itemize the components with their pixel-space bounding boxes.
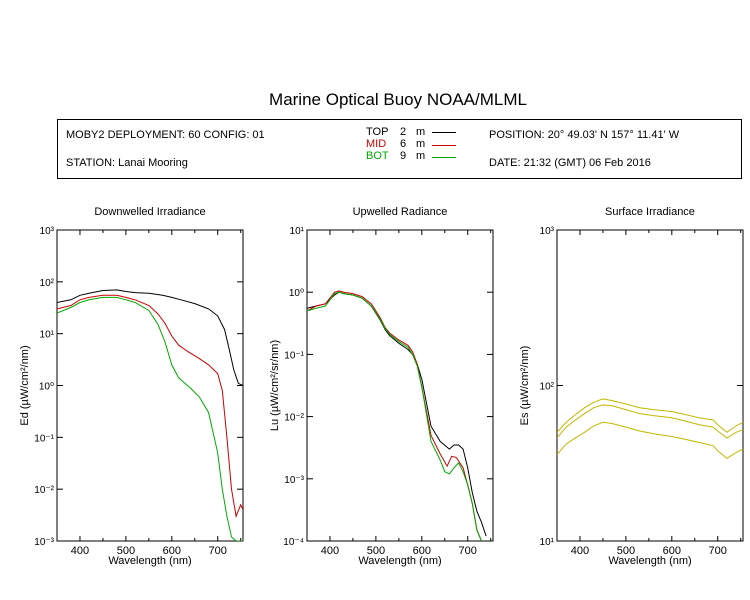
y-tick-label: 10¹ xyxy=(290,226,305,237)
y-tick-label: 10⁻¹ xyxy=(284,350,304,361)
series-line-mid xyxy=(307,290,482,541)
y-tick-label: 10⁻³ xyxy=(284,475,304,486)
station-text: STATION: Lanai Mooring xyxy=(66,157,188,169)
y-tick-label: 10³ xyxy=(540,226,555,237)
y-tick-label: 10⁻³ xyxy=(34,537,54,548)
legend-depth-mid: 6 xyxy=(400,138,407,150)
x-tick-label: 400 xyxy=(321,545,339,557)
x-tick-label: 600 xyxy=(413,545,431,557)
x-tick-label: 700 xyxy=(459,545,477,557)
y-tick-label: 10⁰ xyxy=(39,382,54,393)
plot-frame xyxy=(306,229,494,542)
series-line-es-3 xyxy=(557,421,743,460)
chart-title: Surface Irradiance xyxy=(605,206,695,218)
y-axis-label: Es (µW/cm²/nm) xyxy=(519,346,531,426)
series-line-top xyxy=(307,291,487,537)
x-axis-label: Wavelength (nm) xyxy=(358,555,441,567)
legend-line-top xyxy=(432,132,456,133)
legend-unit-top: m xyxy=(416,126,426,138)
legend-line-mid xyxy=(432,145,456,146)
y-tick-label: 10⁻² xyxy=(34,485,54,496)
x-tick-label: 500 xyxy=(117,545,135,557)
y-tick-label: 10⁻² xyxy=(284,413,304,424)
x-tick-label: 400 xyxy=(571,545,589,557)
series-line-bot xyxy=(57,296,243,541)
date-text: DATE: 21:32 (GMT) 06 Feb 2016 xyxy=(489,157,651,169)
y-tick-label: 10² xyxy=(540,382,555,393)
plot-frame xyxy=(556,229,744,542)
chart-1: Downwelled Irradiance 400 500 600 700 10⁻³ 10⁻… xyxy=(19,206,244,567)
legend-depth-bot: 9 xyxy=(400,150,407,162)
x-tick-label: 700 xyxy=(209,545,227,557)
series-line-es-1 xyxy=(557,398,743,433)
x-tick-label: 600 xyxy=(663,545,681,557)
legend-line-bot xyxy=(432,157,456,158)
y-axis-label: Lu (µW/cm²/sr/nm) xyxy=(269,340,281,431)
x-tick-label: 600 xyxy=(163,545,181,557)
x-tick-label: 500 xyxy=(617,545,635,557)
x-tick-label: 400 xyxy=(71,545,89,557)
deployment-text: MOBY2 DEPLOYMENT: 60 CONFIG: 01 xyxy=(66,129,265,141)
x-tick-label: 700 xyxy=(709,545,727,557)
series-line-top xyxy=(57,289,243,386)
y-tick-label: 10⁻¹ xyxy=(34,433,54,444)
y-tick-label: 10⁻⁴ xyxy=(283,537,304,548)
y-tick-label: 10³ xyxy=(40,226,55,237)
y-tick-label: 10² xyxy=(40,278,55,289)
y-tick-label: 10⁰ xyxy=(289,288,304,299)
chart-2: Upwelled Radiance 400 500 600 700 10⁻⁴ 10⁻³ 10⁻… xyxy=(269,206,494,567)
series-line-mid xyxy=(57,294,243,519)
chart-3: Surface Irradiance 400 500 600 700 10¹ 10² 10³ W… xyxy=(519,206,744,567)
chart-title: Downwelled Irradiance xyxy=(94,206,205,218)
x-axis-label: Wavelength (nm) xyxy=(108,555,191,567)
x-axis-label: Wavelength (nm) xyxy=(608,555,691,567)
legend-name-mid: MID xyxy=(366,138,387,150)
info-box: MOBY2 DEPLOYMENT: 60 CONFIG: 01 STATION:… xyxy=(57,119,742,179)
series-line-bot xyxy=(307,291,482,541)
legend-name-bot: BOT xyxy=(366,150,389,162)
legend-unit-bot: m xyxy=(416,150,426,162)
page-title: Marine Optical Buoy NOAA/MLML xyxy=(269,90,527,109)
position-text: POSITION: 20° 49.03' N 157° 11.41' W xyxy=(489,129,680,141)
x-tick-label: 500 xyxy=(367,545,385,557)
legend-name-top: TOP xyxy=(366,126,389,138)
legend-depth-top: 2 xyxy=(400,126,407,138)
series-line-es-2 xyxy=(557,404,743,439)
y-tick-label: 10¹ xyxy=(540,537,555,548)
y-tick-label: 10¹ xyxy=(40,330,55,341)
plot-frame xyxy=(56,229,244,542)
legend-unit-mid: m xyxy=(416,138,426,150)
chart-title: Upwelled Radiance xyxy=(353,206,448,218)
y-axis-label: Ed (µW/cm²/nm) xyxy=(19,345,31,425)
